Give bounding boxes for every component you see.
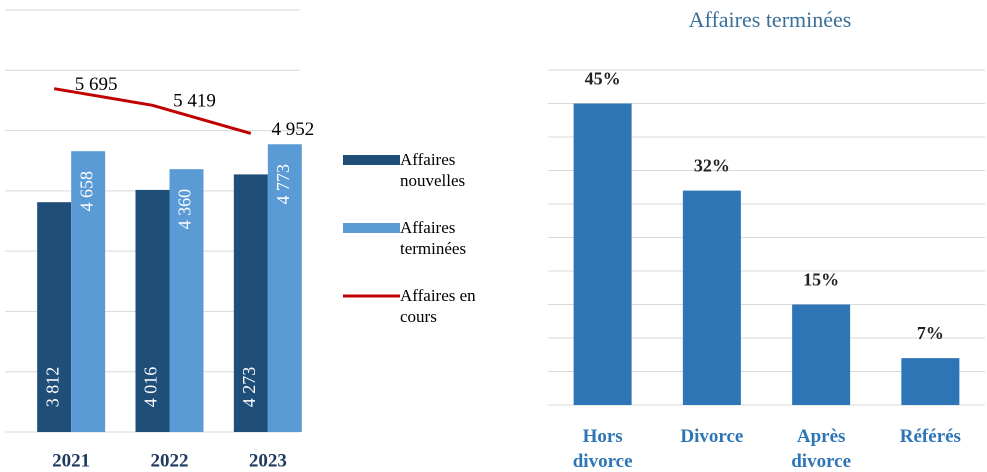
data-label: 5 419 (173, 91, 216, 112)
bar (169, 169, 204, 432)
bar (71, 151, 106, 432)
data-label: 15% (803, 270, 839, 290)
data-label: 4 360 (175, 189, 195, 230)
x-tick-label: Après divorce (791, 426, 852, 472)
bar (37, 202, 72, 432)
line (53, 87, 252, 135)
data-label: 32% (694, 156, 730, 176)
data-label: 3 812 (42, 367, 62, 408)
data-label: 4 952 (271, 119, 314, 140)
data-label: 45% (585, 69, 621, 89)
data-label: 5 695 (75, 74, 118, 95)
data-label: 4 658 (76, 171, 96, 212)
bar (573, 103, 632, 405)
legend-label: Affaires nouvelles (400, 150, 466, 190)
data-label: 4 273 (239, 367, 259, 408)
bar (135, 189, 170, 432)
x-tick-label: 2022 (151, 450, 189, 471)
x-tick-label: 2023 (249, 450, 287, 471)
data-label: 4 016 (141, 367, 161, 408)
legend-swatch (343, 155, 400, 165)
legend-label: Affaires en cours (400, 286, 476, 326)
bar (267, 144, 302, 432)
x-tick-label: Référés (899, 426, 961, 447)
data-label: 4 773 (273, 164, 293, 205)
bar (901, 358, 960, 405)
bar (682, 190, 741, 405)
bar (233, 174, 268, 432)
x-tick-label: 2021 (52, 450, 90, 471)
chart-title: Affaires terminées (689, 7, 852, 32)
legend-swatch (343, 223, 400, 233)
data-label: 7% (917, 323, 944, 343)
legend-label: Affaires terminées (400, 218, 467, 258)
x-tick-label: Divorce (680, 426, 744, 447)
x-tick-label: Hors divorce (572, 426, 633, 472)
bar (792, 304, 851, 405)
